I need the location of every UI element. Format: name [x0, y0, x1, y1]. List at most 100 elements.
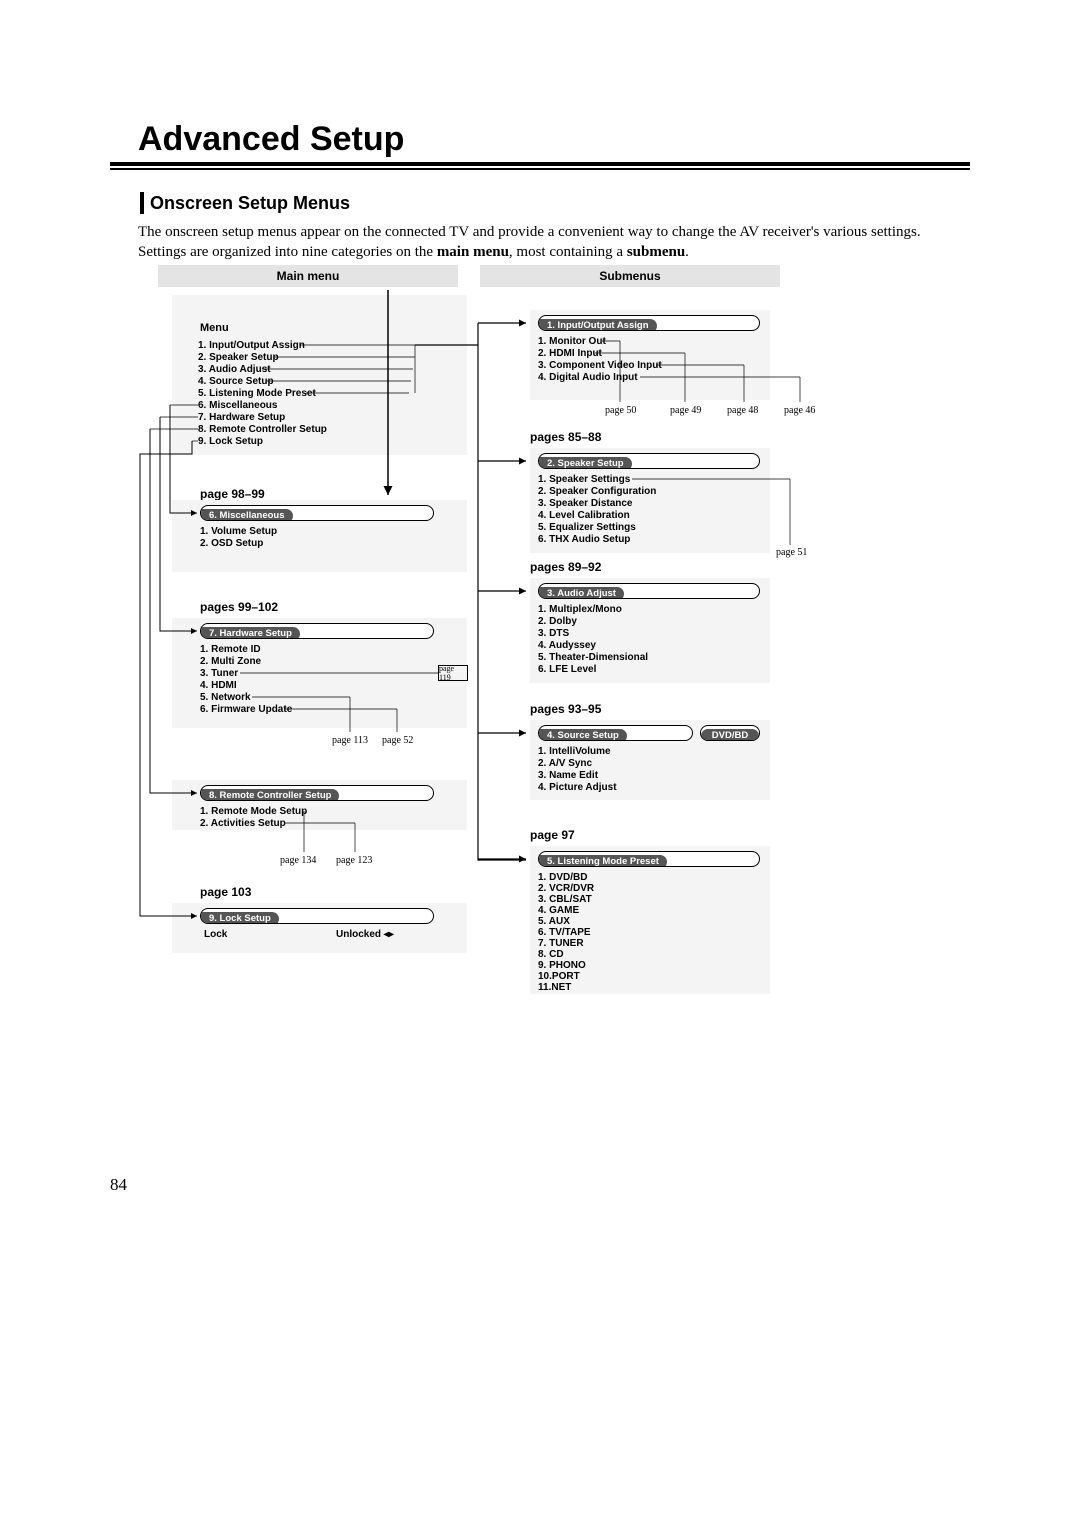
intro-bold-1: main menu: [437, 244, 509, 260]
pill-rcs: 8. Remote Controller Setup: [200, 785, 434, 801]
intro-text-3: .: [685, 244, 689, 260]
lock-l: Lock: [204, 929, 227, 940]
ref-sp: pages 85–88: [530, 430, 601, 444]
hw-under-2: page 52: [382, 735, 413, 746]
pill-hw-label: 7. Hardware Setup: [201, 627, 300, 640]
ref-lmp: page 97: [530, 828, 575, 842]
main-menu-header: Menu: [200, 322, 229, 334]
io-under-4: page 46: [784, 405, 815, 416]
main-menu-item-7: 7. Hardware Setup: [198, 412, 285, 423]
au-item-3: 3. DTS: [538, 628, 569, 639]
au-item-6: 6. LFE Level: [538, 664, 596, 675]
pill-lmp: 5. Listening Mode Preset: [538, 851, 760, 867]
ref-hw: pages 99–102: [200, 600, 278, 614]
page-title: Advanced Setup: [138, 120, 404, 159]
column-header-submenus: Submenus: [480, 265, 780, 287]
main-menu-item-9: 9. Lock Setup: [198, 436, 263, 447]
title-rule-thin: [110, 168, 970, 170]
src-item-4: 4. Picture Adjust: [538, 782, 617, 793]
hw-item-3: 3. Tuner: [200, 668, 238, 679]
sp-side-ref: page 51: [776, 547, 807, 558]
pill-misc-2: 6. Miscellaneous: [200, 505, 434, 521]
hw-side-ref: page 119: [438, 665, 468, 681]
misc-item-1: 1. Volume Setup: [200, 526, 277, 537]
rcs-under-2: page 123: [336, 855, 372, 866]
hw-item-6: 6. Firmware Update: [200, 704, 292, 715]
lmp-item-10: 10.PORT: [538, 971, 580, 982]
intro-text-2: , most containing a: [509, 244, 627, 260]
ref-src: pages 93–95: [530, 702, 601, 716]
pill-src-tag-label: DVD/BD: [701, 729, 759, 742]
main-menu-item-3: 3. Audio Adjust: [198, 364, 271, 375]
sp-item-5: 5. Equalizer Settings: [538, 522, 636, 533]
au-item-5: 5. Theater-Dimensional: [538, 652, 648, 663]
ref-lock: page 103: [200, 885, 251, 899]
pill-lock-label: 9. Lock Setup: [201, 912, 279, 925]
lmp-item-9: 9. PHONO: [538, 960, 586, 971]
lmp-item-7: 7. TUNER: [538, 938, 584, 949]
rcs-under-1: page 134: [280, 855, 316, 866]
src-item-2: 2. A/V Sync: [538, 758, 592, 769]
io-under-3: page 48: [727, 405, 758, 416]
section-title-box: Onscreen Setup Menus: [140, 192, 360, 214]
page-container: Advanced Setup Onscreen Setup Menus The …: [0, 0, 1080, 1528]
title-rule-thick: [110, 162, 970, 166]
pill-src-tag: DVD/BD: [700, 725, 760, 741]
pill-au-label: 3. Audio Adjust: [539, 587, 624, 600]
au-item-4: 4. Audyssey: [538, 640, 596, 651]
pill-lmp-label: 5. Listening Mode Preset: [539, 855, 667, 868]
lmp-item-6: 6. TV/TAPE: [538, 927, 591, 938]
intro-paragraph: The onscreen setup menus appear on the c…: [138, 222, 958, 263]
lmp-item-1: 1. DVD/BD: [538, 872, 587, 883]
main-menu-item-8: 8. Remote Controller Setup: [198, 424, 327, 435]
section-title: Onscreen Setup Menus: [150, 193, 350, 214]
lmp-item-8: 8. CD: [538, 949, 564, 960]
ref-misc: page 98–99: [200, 487, 265, 501]
column-header-main-menu: Main menu: [158, 265, 458, 287]
main-menu-item-4: 4. Source Setup: [198, 376, 274, 387]
io-item-1: 1. Monitor Out: [538, 336, 606, 347]
lmp-item-4: 4. GAME: [538, 905, 579, 916]
intro-bold-2: submenu: [627, 244, 685, 260]
io-under-1: page 50: [605, 405, 636, 416]
lock-r: Unlocked ◂▸: [336, 929, 394, 940]
sp-item-1: 1. Speaker Settings: [538, 474, 630, 485]
ref-au: pages 89–92: [530, 560, 601, 574]
io-item-4: 4. Digital Audio Input: [538, 372, 638, 383]
au-item-2: 2. Dolby: [538, 616, 577, 627]
main-menu-item-5: 5. Listening Mode Preset: [198, 388, 316, 399]
pill-au: 3. Audio Adjust: [538, 583, 760, 599]
pill-io-label: 1. Input/Output Assign: [539, 319, 657, 332]
pill-io: 1. Input/Output Assign: [538, 315, 760, 331]
hw-under-1: page 113: [332, 735, 368, 746]
io-under-2: page 49: [670, 405, 701, 416]
lmp-item-3: 3. CBL/SAT: [538, 894, 592, 905]
au-item-1: 1. Multiplex/Mono: [538, 604, 622, 615]
hw-item-5: 5. Network: [200, 692, 251, 703]
hw-item-4: 4. HDMI: [200, 680, 237, 691]
pill-rcs-label: 8. Remote Controller Setup: [201, 789, 339, 802]
pill-hw: 7. Hardware Setup: [200, 623, 434, 639]
main-menu-item-2: 2. Speaker Setup: [198, 352, 279, 363]
pill-sp-label: 2. Speaker Setup: [539, 457, 632, 470]
pill-misc-label-2: 6. Miscellaneous: [201, 509, 293, 522]
pill-src-label: 4. Source Setup: [539, 729, 627, 742]
lmp-item-5: 5. AUX: [538, 916, 570, 927]
sp-item-3: 3. Speaker Distance: [538, 498, 633, 509]
hw-item-1: 1. Remote ID: [200, 644, 261, 655]
lmp-item-11: 11.NET: [538, 982, 571, 993]
sp-item-2: 2. Speaker Configuration: [538, 486, 656, 497]
rcs-item-1: 1. Remote Mode Setup: [200, 806, 307, 817]
page-number: 84: [110, 1175, 127, 1195]
lmp-item-2: 2. VCR/DVR: [538, 883, 594, 894]
main-menu-item-6: 6. Miscellaneous: [198, 400, 277, 411]
hw-item-2: 2. Multi Zone: [200, 656, 261, 667]
src-item-3: 3. Name Edit: [538, 770, 598, 781]
src-item-1: 1. IntelliVolume: [538, 746, 611, 757]
io-item-3: 3. Component Video Input: [538, 360, 662, 371]
sp-item-6: 6. THX Audio Setup: [538, 534, 630, 545]
main-menu-item-1: 1. Input/Output Assign: [198, 340, 305, 351]
io-item-2: 2. HDMI Input: [538, 348, 602, 359]
sp-item-4: 4. Level Calibration: [538, 510, 630, 521]
pill-sp: 2. Speaker Setup: [538, 453, 760, 469]
